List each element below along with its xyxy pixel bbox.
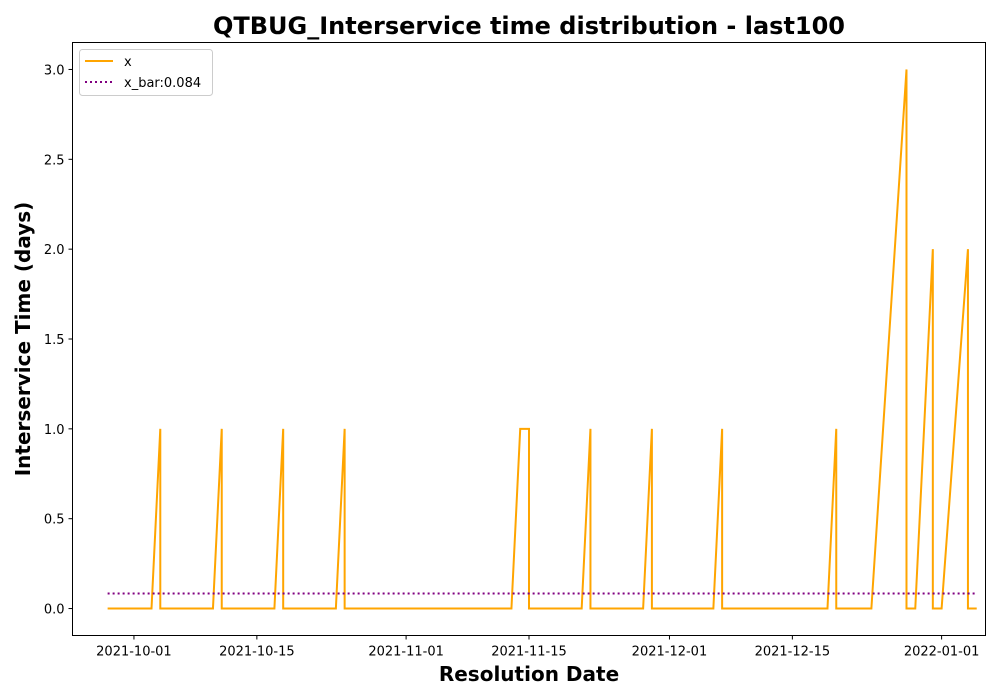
y-tick-label: 0.0 bbox=[44, 603, 65, 618]
x-tick-label: 2021-10-01 bbox=[96, 645, 172, 660]
x-axis-label: Resolution Date bbox=[439, 662, 619, 686]
y-axis-label: Interservice Time (days) bbox=[11, 202, 35, 477]
x-tick-label: 2022-01-01 bbox=[904, 645, 980, 660]
series-line-x bbox=[108, 69, 977, 608]
x-tick-label: 2021-11-15 bbox=[491, 645, 567, 660]
x-tick-label: 2021-11-01 bbox=[368, 645, 444, 660]
y-tick-label: 1.0 bbox=[44, 423, 65, 438]
y-tick-label: 2.0 bbox=[44, 243, 65, 258]
y-tick-label: 2.5 bbox=[44, 153, 65, 168]
legend-label-x: x bbox=[124, 55, 132, 70]
x-tick-label: 2021-12-15 bbox=[755, 645, 831, 660]
plot-layer bbox=[108, 69, 977, 608]
ticks-layer: 2021-10-01 2021-10-15 2021-11-01 2021-11-15… bbox=[44, 63, 980, 659]
x-tick-label: 2021-12-01 bbox=[632, 645, 708, 660]
y-tick-label: 3.0 bbox=[44, 63, 65, 78]
legend: x x_bar:0.084 bbox=[80, 50, 213, 96]
x-tick-label: 2021-10-15 bbox=[219, 645, 295, 660]
y-tick-label: 0.5 bbox=[44, 513, 65, 528]
legend-label-x-bar: x_bar:0.084 bbox=[124, 76, 201, 91]
chart-title: QTBUG_Interservice time distribution - l… bbox=[213, 12, 845, 40]
y-tick-label: 1.5 bbox=[44, 333, 65, 348]
